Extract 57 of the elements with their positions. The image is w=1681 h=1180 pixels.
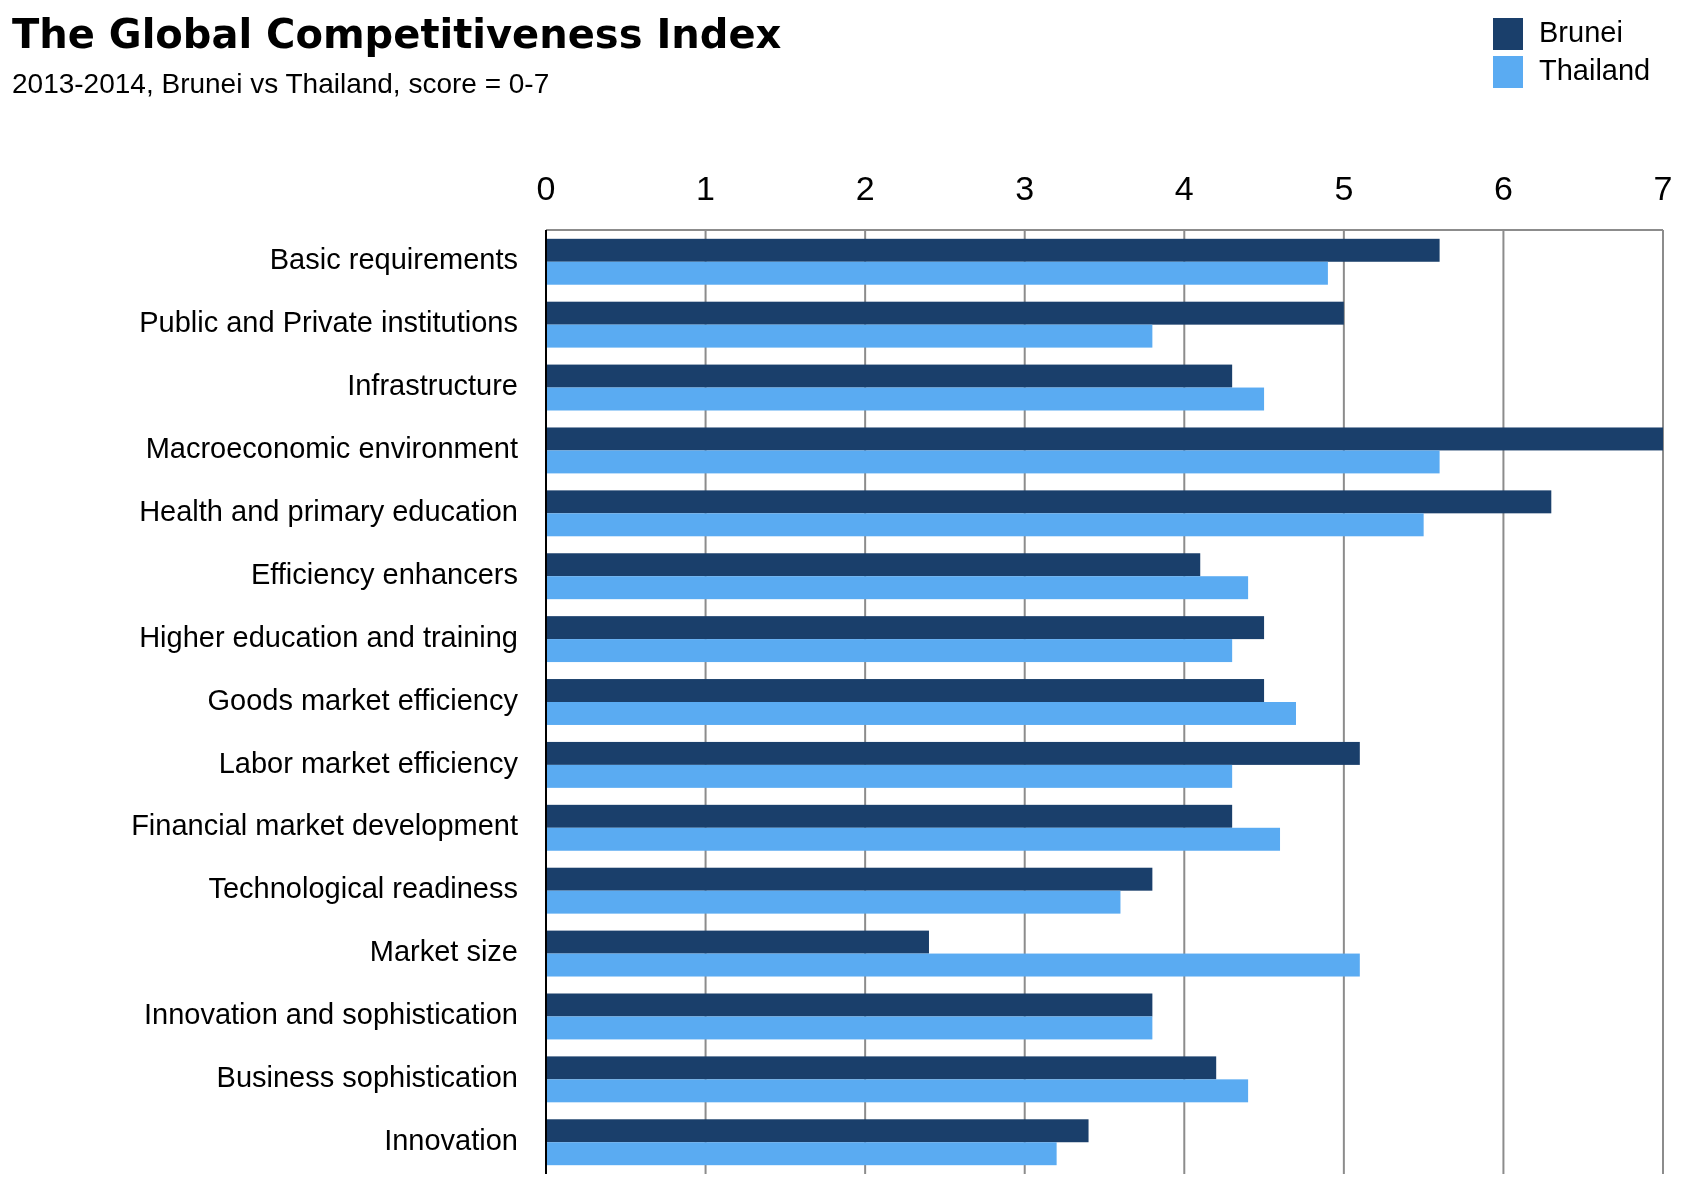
bar — [546, 427, 1663, 451]
bar — [546, 827, 1281, 851]
y-tick-label: Higher education and training — [139, 620, 518, 653]
y-tick-label: Goods market efficiency — [207, 683, 519, 716]
y-tick-label: Labor market efficiency — [218, 746, 519, 779]
bar — [546, 890, 1121, 914]
y-tick-label: Infrastructure — [347, 369, 518, 402]
bar — [546, 1056, 1217, 1080]
bar — [546, 450, 1440, 474]
bar — [546, 741, 1360, 765]
bar — [546, 387, 1265, 411]
x-tick-label: 6 — [1493, 169, 1513, 207]
bar — [546, 639, 1233, 663]
x-tick-label: 5 — [1334, 169, 1354, 207]
x-tick-label: 1 — [696, 169, 716, 207]
bar — [546, 324, 1153, 348]
text: 2013-2014, Brunei vs Thailand, score = 0-7 — [12, 68, 550, 99]
y-tick-label: Business sophistication — [216, 1061, 518, 1093]
x-tick-label: 3 — [1015, 169, 1035, 207]
x-tick-label: 2 — [855, 169, 875, 207]
legend-label: Thailand — [1539, 53, 1651, 86]
y-tick-label: Market size — [369, 935, 518, 968]
bar — [546, 993, 1153, 1017]
bar — [546, 261, 1328, 285]
bar — [546, 553, 1201, 577]
bar — [546, 804, 1233, 828]
bar — [546, 238, 1440, 262]
bar — [546, 953, 1360, 977]
bar — [546, 679, 1265, 702]
bar — [546, 1119, 1089, 1143]
bar — [546, 490, 1552, 514]
y-tick-label: Public and Private institutions — [139, 306, 518, 339]
legend-label: Brunei — [1539, 15, 1623, 48]
y-tick-label: Efficiency enhancers — [250, 557, 518, 590]
bar — [546, 1142, 1057, 1166]
y-tick-label: Innovation and sophistication — [143, 998, 518, 1031]
chart-title: The Global Competitiveness Index — [12, 11, 782, 57]
bar — [546, 364, 1233, 388]
y-tick-label: Basic requirements — [269, 243, 518, 276]
x-tick-label: 4 — [1174, 169, 1194, 207]
bar — [546, 616, 1265, 640]
y-tick-label: Health and primary education — [139, 494, 518, 527]
y-tick-label: Technological readiness — [208, 872, 518, 905]
bar — [546, 576, 1249, 600]
bar — [546, 702, 1296, 725]
y-tick-label: Innovation — [384, 1123, 518, 1156]
y-tick-label: Financial market development — [131, 809, 518, 842]
bar — [546, 764, 1233, 788]
bar — [546, 930, 929, 954]
bar — [546, 301, 1344, 325]
bar — [546, 1079, 1249, 1103]
bar — [546, 513, 1424, 537]
x-tick-label: 0 — [536, 169, 556, 207]
x-tick-label: 7 — [1653, 169, 1673, 207]
bar — [546, 867, 1153, 891]
bar — [546, 1016, 1153, 1040]
y-tick-label: Macroeconomic environment — [145, 432, 518, 465]
